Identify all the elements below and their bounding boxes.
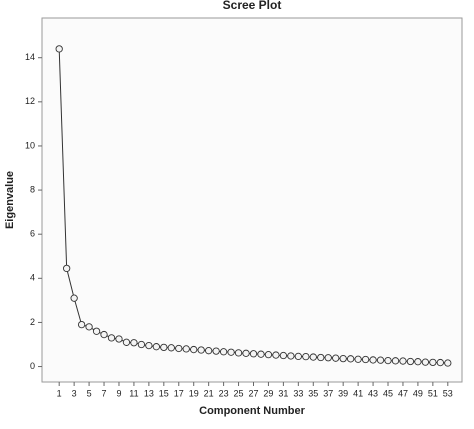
data-point bbox=[197, 346, 205, 354]
data-point bbox=[302, 352, 310, 361]
x-tick-label: 21 bbox=[204, 388, 214, 398]
x-tick-label: 11 bbox=[129, 388, 138, 398]
y-tick-label: 10 bbox=[25, 140, 35, 150]
data-point bbox=[190, 345, 198, 354]
data-point bbox=[354, 355, 362, 363]
data-point bbox=[399, 357, 407, 365]
data-point bbox=[63, 264, 71, 273]
y-tick-label: 2 bbox=[30, 317, 35, 327]
data-point bbox=[212, 347, 220, 355]
x-tick-label: 35 bbox=[308, 388, 318, 398]
data-point bbox=[242, 349, 250, 357]
x-tick-label: 29 bbox=[263, 388, 273, 398]
x-tick-label: 27 bbox=[248, 388, 258, 398]
y-tick-label: 4 bbox=[30, 273, 35, 283]
data-point bbox=[279, 351, 288, 360]
data-point bbox=[436, 358, 444, 367]
x-tick-label: 3 bbox=[72, 388, 77, 398]
data-point bbox=[339, 354, 347, 363]
y-tick-label: 12 bbox=[25, 96, 35, 106]
data-point bbox=[384, 356, 392, 365]
x-tick-label: 33 bbox=[293, 388, 303, 398]
data-point bbox=[346, 355, 355, 363]
data-point bbox=[414, 358, 422, 366]
data-point bbox=[429, 358, 437, 367]
x-tick-label: 19 bbox=[189, 388, 199, 398]
data-point bbox=[55, 45, 63, 53]
data-point bbox=[234, 349, 243, 357]
data-point bbox=[205, 347, 213, 355]
data-point bbox=[361, 355, 370, 364]
data-point bbox=[309, 353, 317, 361]
x-tick-label: 7 bbox=[102, 388, 107, 398]
data-point bbox=[85, 323, 93, 331]
y-tick-label: 8 bbox=[30, 184, 35, 194]
x-tick-label: 15 bbox=[159, 388, 169, 398]
data-point bbox=[167, 344, 175, 352]
x-tick-label: 39 bbox=[338, 388, 348, 398]
data-point bbox=[107, 334, 116, 342]
data-point bbox=[137, 340, 146, 349]
x-tick-label: 13 bbox=[144, 388, 154, 398]
data-point bbox=[227, 348, 235, 356]
data-point bbox=[77, 320, 86, 329]
x-tick-label: 47 bbox=[398, 388, 408, 398]
data-point bbox=[175, 344, 183, 353]
y-axis-label: Eigenvalue bbox=[4, 171, 16, 229]
x-tick-label: 17 bbox=[174, 388, 184, 398]
y-tick-label: 0 bbox=[30, 361, 35, 371]
x-tick-label: 31 bbox=[278, 388, 288, 398]
data-point bbox=[182, 345, 190, 353]
data-point bbox=[257, 350, 265, 358]
data-point bbox=[421, 358, 430, 366]
x-tick-label: 9 bbox=[116, 388, 121, 398]
data-point bbox=[100, 330, 108, 339]
data-point bbox=[264, 350, 273, 359]
data-point bbox=[70, 294, 78, 302]
x-tick-label: 51 bbox=[428, 388, 438, 398]
y-tick-label: 14 bbox=[25, 52, 35, 62]
x-tick-label: 43 bbox=[368, 388, 378, 398]
x-tick-label: 23 bbox=[219, 388, 229, 398]
x-tick-label: 53 bbox=[443, 388, 453, 398]
x-tick-label: 41 bbox=[353, 388, 363, 398]
x-tick-label: 25 bbox=[234, 388, 244, 398]
x-tick-label: 45 bbox=[383, 388, 393, 398]
x-tick-label: 1 bbox=[57, 388, 62, 398]
data-point bbox=[324, 354, 332, 362]
x-axis-label: Component Number bbox=[199, 405, 305, 417]
data-point bbox=[287, 352, 295, 360]
data-point bbox=[391, 357, 400, 365]
data-point bbox=[406, 357, 415, 366]
data-point bbox=[332, 354, 340, 362]
data-point bbox=[152, 343, 160, 351]
data-point bbox=[376, 356, 385, 364]
data-point bbox=[369, 356, 377, 364]
data-point bbox=[317, 353, 325, 362]
x-tick-label: 37 bbox=[323, 388, 333, 398]
data-point bbox=[249, 350, 258, 358]
data-point bbox=[115, 335, 123, 343]
data-point bbox=[294, 352, 302, 361]
plot-frame bbox=[41, 17, 463, 383]
data-point bbox=[444, 359, 452, 367]
data-point bbox=[272, 351, 280, 359]
data-point bbox=[160, 343, 168, 352]
chart-title: Scree Plot bbox=[223, 0, 282, 12]
data-point bbox=[122, 338, 131, 346]
data-point bbox=[130, 339, 138, 347]
x-tick-label: 49 bbox=[413, 388, 423, 398]
x-tick-label: 5 bbox=[87, 388, 92, 398]
data-point bbox=[92, 327, 101, 335]
data-point bbox=[219, 348, 228, 356]
data-point bbox=[145, 341, 153, 350]
y-tick-label: 6 bbox=[30, 229, 35, 239]
